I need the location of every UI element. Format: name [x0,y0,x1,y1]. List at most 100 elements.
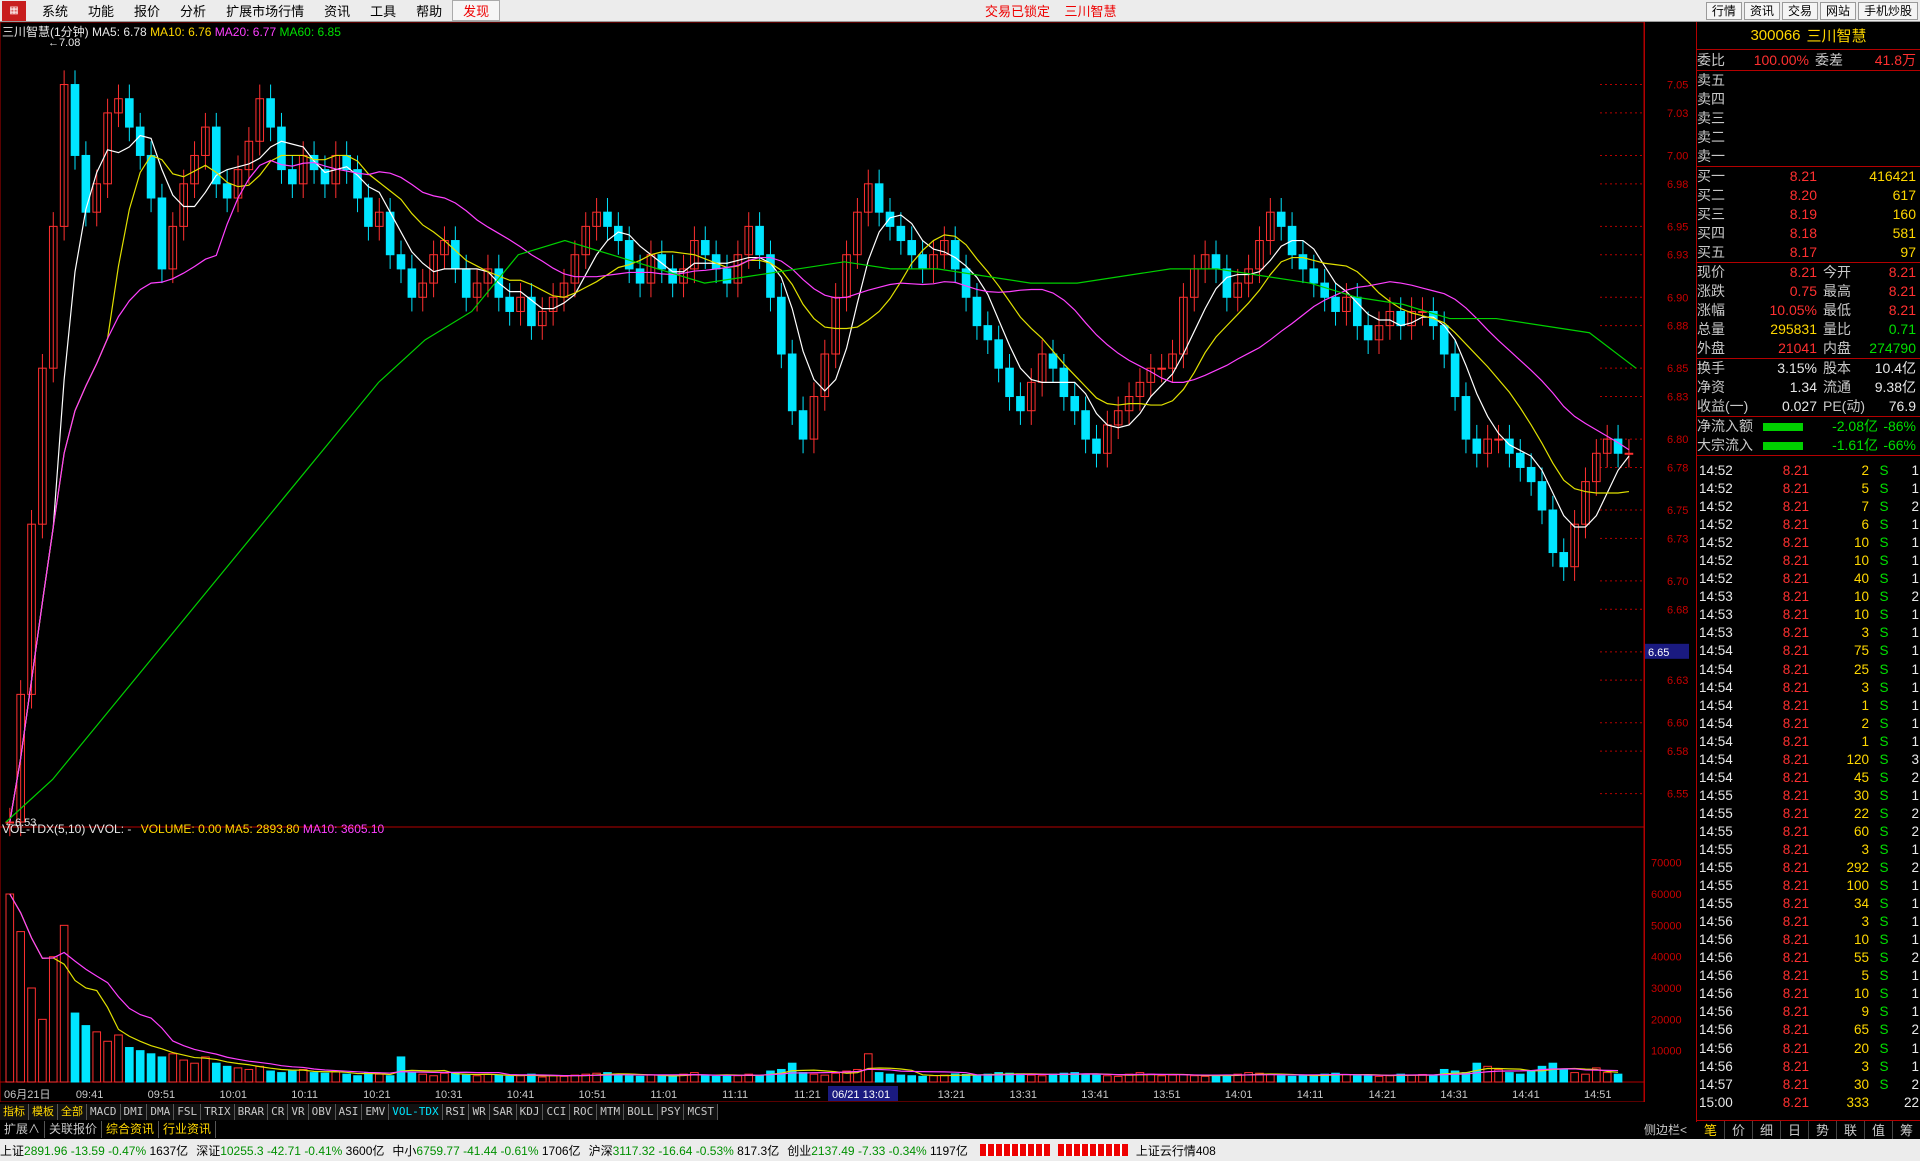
btn-website[interactable]: 网站 [1819,1,1856,20]
indicator-tab[interactable]: BRAR [234,1104,269,1120]
index-quote[interactable]: 深证10255.3 -42.71 -0.41% 3600亿 [196,1143,385,1158]
volume-bar [1505,1072,1514,1083]
kline-chart[interactable]: ←7.08 ←6.53 06月21日 09:41 09:51 10:01 10:11 10:2… [0,22,1644,1102]
indicator-tab[interactable]: VR [288,1104,309,1120]
volume-bar [201,1056,210,1083]
btn-trade[interactable]: 交易 [1781,1,1818,20]
volume-bar [733,1075,743,1083]
indicator-tab[interactable]: ASI [335,1104,363,1120]
sub-tab[interactable]: 综合资讯 [102,1121,160,1138]
indicator-tab[interactable]: MCST [684,1104,718,1120]
price-tick-label: 6.95 [1667,221,1688,233]
candle [1494,438,1503,441]
volume-bar [1570,1072,1579,1083]
indicator-tab[interactable]: CR [268,1104,289,1120]
volume-bar [353,1075,362,1083]
indicator-tab[interactable]: SAR [489,1104,517,1120]
sub-tab[interactable]: 关联报价 [45,1121,103,1138]
volume-bar [950,1073,960,1083]
menu-discover[interactable]: 发现 [452,0,501,21]
tick-row: 14:55 8.21 30 S 1 [1699,787,1919,803]
tick-row: 14:54 8.21 25 S 1 [1699,661,1919,677]
candle [1331,296,1340,312]
candle [396,254,406,270]
candle [592,211,601,227]
right-tab[interactable]: 价 [1725,1121,1753,1142]
menu-tools[interactable]: 工具 [370,4,397,19]
price-tick-label: 6.78 [1667,462,1688,474]
candle [418,282,428,298]
index-quote[interactable]: 沪深3117.32 -16.64 -0.53% 817.3亿 [588,1143,780,1158]
candle [1515,452,1525,468]
price-tick-label: 6.73 [1667,533,1688,545]
candle [744,225,754,256]
candle [1396,310,1406,327]
menu-system[interactable]: 系统 [42,4,69,19]
tick-row: 14:53 8.21 10 S 1 [1699,607,1919,623]
menu-function[interactable]: 功能 [88,4,115,19]
indicator-tab[interactable]: MTM [597,1104,625,1120]
menu-help[interactable]: 帮助 [416,4,443,19]
indicator-tab[interactable]: EMV [362,1104,390,1120]
indicator-tab[interactable]: DMA [147,1104,175,1120]
sub-tab[interactable]: 扩展∧ [0,1121,46,1138]
right-tab[interactable]: 笔 [1697,1121,1725,1142]
indicator-tab[interactable]: 指标 [0,1104,29,1120]
sub-tab[interactable]: 行业资讯 [159,1121,217,1138]
tick-list[interactable]: 14:52 8.21 2 S 1 14:52 8.21 5 S 1 14:52 8.21 7 S 2 14:5… [1697,462,1920,1112]
volume-bar [722,1074,732,1083]
right-tab[interactable]: 日 [1781,1121,1809,1142]
menu-analysis[interactable]: 分析 [180,4,207,19]
candle [146,154,156,199]
menu-ext-market[interactable]: 扩展市场行情 [226,4,305,19]
indicator-tab[interactable]: MACD [87,1104,121,1120]
volume-bar [277,1072,286,1083]
indicator-tab[interactable]: VOL-TDX [389,1104,443,1120]
btn-mobile[interactable]: 手机炒股 [1857,1,1918,20]
index-quote[interactable]: 上证2891.96 -13.59 -0.47% 1637亿 [0,1143,189,1158]
candle [1385,310,1395,327]
indicator-tab[interactable]: PSY [657,1104,685,1120]
btn-quotes[interactable]: 行情 [1705,1,1742,20]
candle [907,240,917,256]
right-tab[interactable]: 值 [1865,1121,1893,1142]
right-tab[interactable]: 细 [1753,1121,1781,1142]
indicator-tab[interactable]: DMI [120,1104,148,1120]
sidebar-toggle[interactable]: 侧边栏< [1644,1123,1688,1137]
index-quote[interactable]: 中小6759.77 -41.44 -0.61% 1706亿 [392,1143,581,1158]
chart-area[interactable]: ←7.08 ←6.53 06月21日 09:41 09:51 10:01 10:11 10:2… [0,22,1644,1102]
indicator-tab[interactable]: BOLL [624,1104,658,1120]
quote-panel: 300066 三川智慧 委比 100.00% 委差 41.8万 卖五 卖四 卖三 卖二… [1696,22,1920,1142]
tick-row: 14:56 8.21 55 S 2 [1699,950,1919,966]
candle [288,169,297,185]
indicator-tab[interactable]: FSL [174,1104,202,1120]
volume-bar [59,924,69,1083]
candle [1374,325,1384,341]
volume-bar [429,1075,438,1083]
candle [48,225,58,369]
indicator-tab[interactable]: OBV [308,1104,336,1120]
indicator-tab[interactable]: CCI [543,1104,571,1120]
right-tab[interactable]: 势 [1809,1121,1837,1142]
sell-level: 卖二 [1697,129,1725,145]
indicator-tab[interactable]: WR [469,1104,490,1120]
menu-info[interactable]: 资讯 [324,4,351,19]
indicator-tab[interactable]: TRIX [201,1104,235,1120]
indicator-tab[interactable]: ROC [570,1104,598,1120]
indicator-tab[interactable]: 模板 [29,1104,58,1120]
volume-bar [635,1075,645,1083]
indicator-tab[interactable]: RSI [442,1104,470,1120]
right-tab[interactable]: 筹 [1893,1121,1920,1142]
volume-bar [1613,1073,1623,1083]
menu-quote[interactable]: 报价 [134,4,161,19]
indicator-tab[interactable]: 全部 [58,1104,87,1120]
right-tabs: 笔价细日势联值筹 [1697,1120,1920,1142]
indicator-tab[interactable]: KDJ [516,1104,544,1120]
btn-news[interactable]: 资讯 [1743,1,1780,20]
volume-bar [1037,1075,1047,1083]
volume-bar [114,1034,123,1083]
index-quote[interactable]: 创业2137.49 -7.33 -0.34% 1197亿 [787,1143,968,1158]
candle [1613,438,1623,454]
right-tab[interactable]: 联 [1837,1121,1865,1142]
volume-bar [798,1072,808,1083]
